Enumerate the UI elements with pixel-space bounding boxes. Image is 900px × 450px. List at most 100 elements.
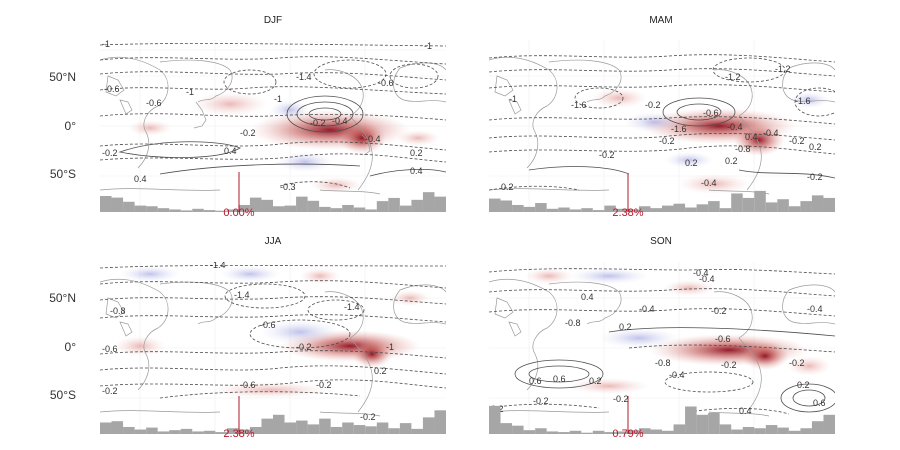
contour-label: -0.4: [693, 268, 709, 278]
histogram-bar: [342, 204, 354, 212]
contour-label: 0.4: [739, 406, 752, 416]
histogram-bar: [100, 422, 112, 434]
contour-label: -0.8: [655, 358, 671, 368]
contour-label: -1.4: [234, 290, 250, 300]
panel-title: JJA: [265, 236, 282, 247]
histogram-bar: [134, 429, 147, 434]
percent-label: 0.79%: [612, 428, 643, 440]
contour-label: 0.6: [529, 376, 542, 386]
contour-label: 0.6: [553, 374, 566, 384]
histogram-bar: [558, 207, 570, 212]
panel-mam: MAM: [489, 15, 835, 219]
panel-jja: JJA 50°N 0° 50°S: [49, 236, 446, 440]
histogram-bar: [330, 426, 343, 434]
histogram-bar: [249, 426, 262, 434]
histogram-bar: [111, 421, 124, 434]
histogram-bar: [604, 432, 616, 434]
contour-label: -0.2: [789, 358, 805, 368]
contour-labels: -1.4 -1.4 -0.8 -0.6 -1.4 -1 -0.6 -0.2 -0…: [102, 262, 394, 422]
contour-label: -0.2: [296, 342, 312, 352]
contour-label: -0.2: [645, 100, 661, 110]
histogram-bar: [123, 201, 135, 212]
contour-label: -0.6: [715, 334, 731, 344]
histogram-bar: [592, 430, 605, 434]
histogram-bar: [500, 423, 513, 434]
histogram-bar: [754, 428, 766, 434]
histogram-bar: [719, 424, 732, 434]
contour-label: -0.4: [639, 304, 655, 314]
histogram-bar: [731, 429, 743, 434]
panel-son: SON: [489, 236, 835, 440]
anomaly-shading: [525, 268, 831, 394]
contour-label: -0.2: [533, 396, 549, 406]
contour-label: -0.2: [659, 136, 675, 146]
histogram-bar: [365, 426, 377, 434]
contour-label: -1: [386, 342, 394, 352]
histogram-bar: [581, 432, 593, 434]
histogram-bar: [535, 428, 547, 434]
contour-label: -0.6: [260, 320, 276, 330]
histogram-bar: [330, 208, 343, 212]
histogram-bar: [777, 427, 789, 434]
histogram-bar: [180, 428, 193, 434]
contour-label: 0.2: [374, 366, 387, 376]
histogram-bar: [284, 205, 297, 212]
contour-label: -1: [274, 94, 282, 104]
histogram-bar: [399, 205, 412, 212]
histogram-bar: [788, 430, 801, 434]
contour-label: -1: [102, 39, 110, 49]
histogram-bar: [662, 205, 674, 212]
histogram-bar: [719, 208, 732, 212]
contour-label: 0.2: [797, 380, 810, 390]
lat-tick-0: 0°: [65, 119, 77, 133]
histogram-bar: [535, 203, 547, 212]
anomaly-shading: [114, 266, 430, 398]
histogram-bar: [203, 210, 216, 212]
map-area: -1 -1 -0.6 -0.6 -0.6 -1.4 -1 -0.2 -0.4 -…: [100, 39, 446, 212]
histogram: [100, 192, 446, 212]
histogram-bar: [422, 192, 435, 212]
map-area: -1.4 -1.4 -0.8 -0.6 -1.4 -1 -0.6 -0.2 -0…: [100, 262, 446, 434]
histogram-bar: [388, 197, 400, 212]
contour-label: -0.2: [711, 306, 727, 316]
histogram-bar: [489, 405, 501, 434]
histogram-bar: [238, 429, 250, 434]
histogram-bar: [777, 199, 789, 212]
histogram-bar: [523, 206, 536, 212]
histogram-bar: [742, 197, 755, 212]
contours: [489, 268, 835, 415]
contour-label: 0.6: [813, 398, 826, 408]
contour-label: -1.4: [296, 72, 312, 82]
histogram-bar: [157, 431, 170, 434]
contour-label: -1: [509, 94, 517, 104]
contour-label: -1: [186, 87, 194, 97]
contour-label: 0.4: [410, 166, 423, 176]
histogram-bar: [546, 431, 559, 434]
contour-label: 0.2: [619, 322, 632, 332]
histogram-bar: [319, 418, 331, 434]
histogram-bar: [500, 200, 513, 212]
percent-label: 2.38%: [223, 428, 254, 440]
contour-label: -0.2: [316, 380, 332, 390]
lat-tick-50n: 50°N: [49, 291, 76, 305]
histogram-bar: [399, 423, 412, 434]
contour-label: 0.4: [224, 146, 237, 156]
histogram-bar: [203, 430, 216, 434]
contours: [100, 43, 446, 189]
histogram-bar: [353, 207, 366, 212]
histogram-bar: [685, 207, 697, 212]
lat-tick-50s: 50°S: [50, 167, 76, 181]
histogram-bar: [627, 430, 639, 434]
histogram-bar: [376, 422, 389, 434]
histogram-bar: [696, 204, 709, 212]
histogram-bar: [434, 410, 446, 434]
contour-label: -0.6: [102, 344, 118, 354]
histogram-bar: [134, 205, 147, 212]
histogram: [100, 410, 446, 434]
histogram-bar: [422, 417, 435, 434]
contour-label: -0.2: [789, 136, 805, 146]
panel-djf: DJF 50°N 0° 50°S: [49, 15, 446, 219]
contour-label: -0.8: [110, 306, 126, 316]
contour-label: -1.6: [795, 96, 811, 106]
histogram-bar: [823, 197, 835, 212]
